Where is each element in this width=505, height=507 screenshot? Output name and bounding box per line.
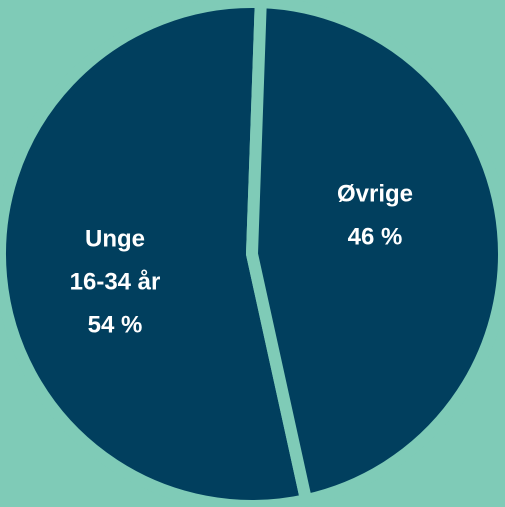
value-label: 46 % (348, 223, 403, 250)
slice-label: Unge (85, 225, 145, 252)
slice-label: Øvrige (337, 180, 413, 207)
pie-slice (0, 0, 314, 507)
pie-slice (245, 0, 505, 507)
value-label: 54 % (88, 311, 143, 338)
slice-label: 16-34 år (70, 268, 161, 295)
